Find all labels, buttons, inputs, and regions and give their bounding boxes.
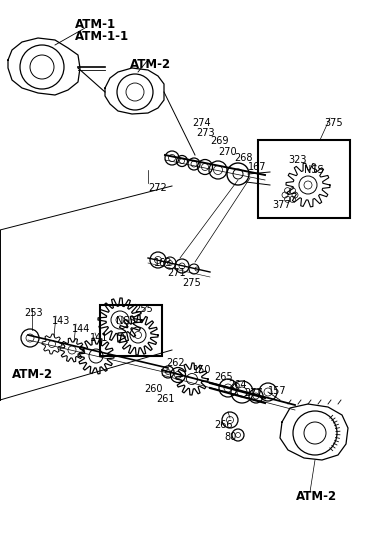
Text: 253: 253 — [24, 308, 43, 318]
Text: 261: 261 — [156, 394, 174, 404]
Text: 255: 255 — [134, 304, 153, 314]
Text: 273: 273 — [196, 128, 215, 138]
Text: ATM-2: ATM-2 — [12, 368, 53, 381]
Text: 269: 269 — [210, 136, 229, 146]
Text: ATM-1: ATM-1 — [75, 18, 116, 31]
Text: 274: 274 — [192, 118, 210, 128]
Text: 270: 270 — [218, 147, 237, 157]
Text: 271: 271 — [167, 268, 185, 278]
Text: 260: 260 — [144, 384, 163, 394]
Text: ATM-2: ATM-2 — [130, 58, 171, 71]
Bar — [100, 305, 162, 356]
Bar — [258, 140, 350, 218]
Text: 143: 143 — [52, 316, 70, 326]
Text: 157: 157 — [268, 386, 287, 396]
Text: 163: 163 — [154, 258, 172, 268]
Text: 262: 262 — [166, 358, 185, 368]
Text: 277: 277 — [244, 388, 263, 398]
Text: 167: 167 — [248, 162, 266, 172]
Text: NSS: NSS — [116, 316, 136, 326]
Text: 265: 265 — [214, 372, 233, 382]
Text: NSS: NSS — [304, 165, 323, 175]
Text: 272: 272 — [148, 183, 167, 193]
Text: 266: 266 — [214, 420, 233, 430]
Text: ATM-1-1: ATM-1-1 — [75, 30, 129, 43]
Text: ATM-2: ATM-2 — [296, 490, 337, 503]
Text: 375: 375 — [324, 118, 343, 128]
Text: 80: 80 — [224, 432, 236, 442]
Text: 150: 150 — [193, 365, 212, 375]
Text: 377: 377 — [272, 200, 291, 210]
Text: 275: 275 — [182, 278, 201, 288]
Text: 141: 141 — [90, 333, 108, 343]
Text: 323: 323 — [288, 155, 307, 165]
Text: 268: 268 — [234, 153, 252, 163]
Text: 264: 264 — [228, 380, 247, 390]
Text: 144: 144 — [72, 324, 91, 334]
